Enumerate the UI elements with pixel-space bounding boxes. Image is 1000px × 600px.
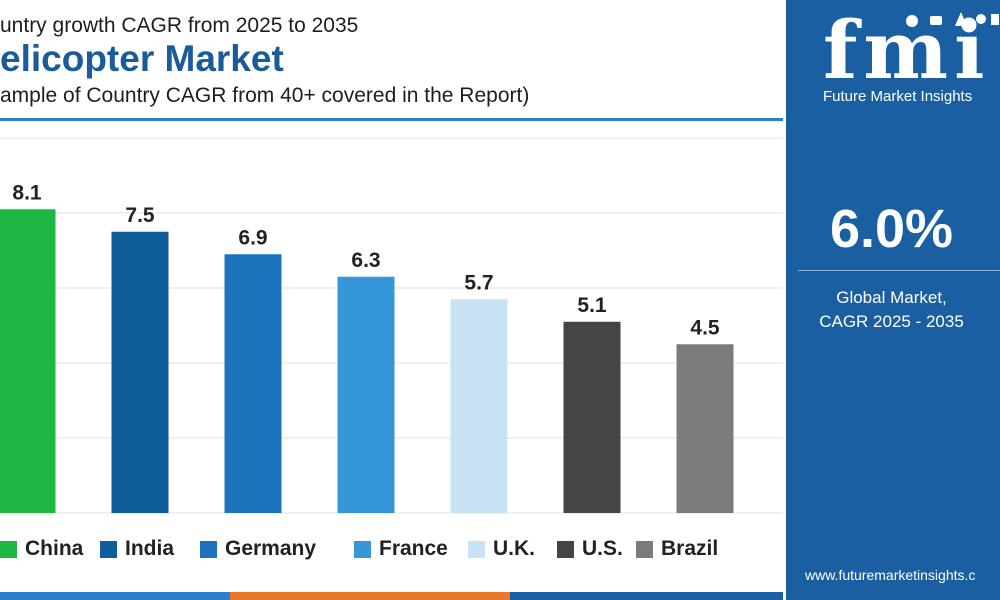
bar-value-label: 7.5	[125, 204, 155, 227]
legend-swatch	[200, 540, 217, 558]
legend-swatch	[468, 540, 485, 558]
legend-label: U.K.	[493, 537, 535, 560]
legend-item-china: China	[0, 537, 83, 561]
summary-panel: fmi Future Market Insights 6.0% Global M…	[783, 0, 1000, 600]
caption-line-2: CAGR 2025 - 2035	[819, 312, 964, 331]
bottom-stripe-blue	[0, 592, 230, 600]
bar-us	[563, 321, 621, 513]
legend-label: China	[25, 537, 84, 560]
legend-label: Germany	[225, 537, 317, 560]
bar-france	[337, 276, 395, 513]
chart-header-line: untry growth CAGR from 2025 to 2035	[0, 14, 359, 37]
legend-label: Brazil	[661, 537, 719, 560]
bar-value-label: 5.7	[464, 271, 493, 294]
logo-decoration-icon	[906, 12, 999, 27]
panel-divider	[783, 0, 786, 600]
bar-value-label: 8.1	[12, 181, 42, 204]
bar-india	[111, 231, 169, 513]
website-link[interactable]: www.futuremarketinsights.c	[805, 567, 976, 583]
legend-item-germany: Germany	[200, 537, 316, 561]
legend-item-india: India	[100, 537, 174, 561]
legend-swatch	[636, 540, 653, 558]
chart-legend: China India Germany France U.K. U.S. Brazil	[0, 537, 780, 563]
legend-item-france: France	[354, 537, 448, 561]
legend-swatch	[354, 540, 371, 558]
legend-swatch	[100, 540, 117, 558]
bottom-stripe-orange	[230, 592, 510, 600]
bar-brazil	[676, 344, 734, 513]
bar-value-label: 5.1	[577, 294, 607, 317]
value-divider	[798, 270, 1000, 271]
legend-label: U.S.	[582, 537, 623, 560]
header-divider	[0, 118, 783, 121]
bar-china	[0, 209, 56, 513]
legend-item-uk: U.K.	[468, 537, 535, 561]
logo-subtitle: Future Market Insights	[823, 88, 973, 105]
chart-note: ample of Country CAGR from 40+ covered i…	[0, 84, 530, 107]
bar-value-label: 4.5	[690, 316, 720, 339]
global-cagr-caption: Global Market, CAGR 2025 - 2035	[783, 286, 1000, 334]
legend-swatch	[557, 540, 574, 558]
bar-germany	[224, 254, 282, 513]
legend-item-brazil: Brazil	[636, 537, 718, 561]
bar-chart: 8.1 7.5 6.9 6.3 5.7 5.1 4.5	[0, 137, 783, 514]
bar-value-label: 6.9	[238, 226, 267, 249]
legend-item-us: U.S.	[557, 537, 623, 561]
legend-label: India	[125, 537, 175, 560]
bar-value-label: 6.3	[351, 249, 380, 272]
bottom-stripe-navy	[510, 592, 783, 600]
legend-label: France	[379, 537, 448, 560]
global-cagr-value: 6.0%	[829, 199, 954, 259]
bar-uk	[450, 299, 508, 513]
caption-line-1: Global Market,	[836, 288, 947, 307]
chart-title: elicopter Market	[0, 38, 284, 79]
legend-swatch	[0, 540, 17, 558]
